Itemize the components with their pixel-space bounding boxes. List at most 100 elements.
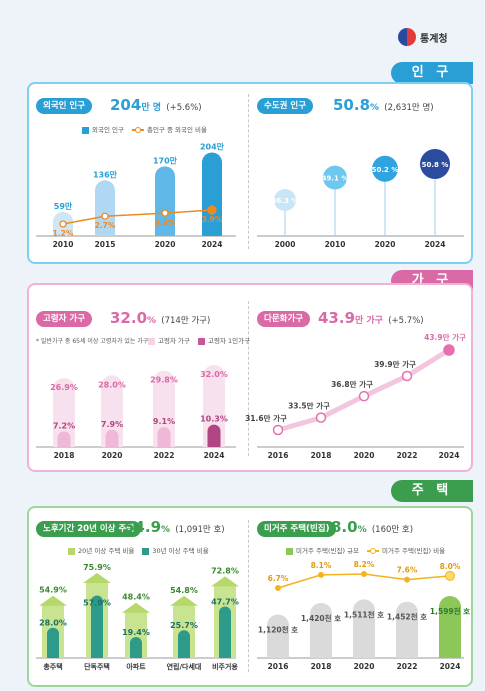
bar (439, 596, 461, 658)
foreign-pop-unit: 만 명 (141, 103, 162, 113)
bar-label: 170만 (153, 155, 178, 165)
bar (353, 599, 375, 658)
x-tick-label: 2000 (275, 240, 296, 249)
bubble-label: 50.8 % (422, 161, 449, 169)
bar-inner (57, 431, 71, 447)
old-housing-value: 54.9 (124, 518, 162, 536)
bar (95, 180, 115, 236)
elderly-headline: 32.0% (714만 가구) (110, 309, 210, 327)
bar (155, 166, 175, 236)
point-label: 43.9만 가구 (424, 332, 466, 342)
section-tag-population: 인 구 (391, 62, 473, 84)
bar-label: 29.8% (150, 376, 178, 385)
bar (202, 152, 222, 236)
bar-label: 32.0% (200, 370, 228, 379)
legend-item-bar: 외국인 인구 (82, 124, 124, 134)
line-point (361, 571, 367, 577)
line-point (358, 390, 370, 402)
old-housing-sub: (1,091만 호) (175, 525, 225, 535)
foreign-pop-value: 204 (110, 96, 142, 114)
bar-label: 59만 (54, 201, 73, 211)
line-label: 3.3% (155, 218, 176, 227)
bar-label: 75.9% (83, 563, 111, 572)
bar-label: 1,420천 호 (301, 613, 341, 623)
bar-label: 204만 (200, 141, 225, 151)
point-label: 33.5만 가구 (288, 401, 330, 411)
inner-bar (91, 595, 103, 658)
x-tick-label: 2024 (204, 451, 225, 460)
house-roof (39, 595, 67, 606)
x-tick-label: 단독주택 (84, 662, 110, 671)
inner-label: 10.3% (200, 415, 228, 424)
x-tick-label: 2022 (154, 451, 175, 460)
bubble-label: 49.1 % (322, 175, 349, 183)
old-housing-pill: 노후기간 20년 이상 주택 (36, 521, 142, 537)
x-tick-label: 2020 (354, 662, 375, 671)
x-tick-label: 2022 (397, 662, 418, 671)
legend-item-b: 30년 이상 주택 비율 (142, 545, 209, 555)
old-housing-legend: 20년 이상 주택 비율 30년 이상 주택 비율 (68, 545, 209, 555)
old-housing-unit: % (161, 525, 171, 535)
inner-label: 9.1% (153, 417, 175, 426)
line-point (443, 344, 455, 356)
inner-label: 47.7% (211, 597, 239, 606)
bubble (420, 149, 450, 179)
line-label: 1.2% (53, 229, 74, 238)
x-tick-label: 2015 (95, 240, 116, 249)
bar-label: 54.9% (39, 586, 67, 595)
multicultural-pill: 다문화가구 (257, 311, 311, 327)
inner-label: 57.9% (83, 598, 111, 607)
x-tick-label: 2024 (202, 240, 223, 249)
x-tick-label: 2020 (375, 240, 396, 249)
line-label: 2.7% (95, 221, 116, 230)
bubble (372, 155, 398, 182)
bar-label: 48.4% (122, 593, 150, 602)
elderly-note: * 일반가구 중 65세 이상 고령자가 있는 가구 (36, 338, 149, 345)
x-tick-label: 2024 (439, 451, 460, 460)
foreign-pop-headline: 204만 명 (+5.6%) (110, 96, 202, 114)
line-point (207, 205, 217, 215)
bar-label: 1,452천 호 (387, 612, 427, 622)
vacant-value: 8.0 (331, 518, 358, 536)
line-point (318, 571, 324, 578)
x-tick-label: 2018 (54, 451, 75, 460)
x-tick-label: 비주거용 (212, 662, 238, 671)
x-tick-label: 2018 (311, 662, 332, 671)
panel-divider (248, 301, 249, 456)
line-label: 6.7% (268, 574, 289, 583)
inner-bar (47, 627, 59, 658)
bar-label: 136만 (93, 169, 118, 179)
multicultural-chart: 31.6만 가구 2016 33.5만 가구 2018 36.8만 가구 2020 39.9… (245, 332, 466, 460)
foreign-pop-legend: 외국인 인구 총인구 중 외국인 비율 (82, 124, 207, 134)
bar-label: 1,599천 호 (430, 606, 470, 616)
line-point (275, 585, 281, 591)
bar-inner (157, 427, 171, 447)
vacant-chart: 1,120천 호 2016 1,420천 호 2018 1,511천 호 2020 1,45… (257, 560, 470, 671)
inner-label: 7.9% (101, 420, 123, 429)
elderly-sub: (714만 가구) (161, 316, 211, 326)
x-tick-label: 2016 (268, 662, 289, 671)
bar-inner (105, 429, 119, 447)
x-tick-label: 연립/다세대 (167, 662, 202, 671)
inner-bar (178, 630, 190, 658)
capital-area-unit: % (370, 103, 380, 113)
house-roof (122, 602, 150, 613)
old-housing-chart: 54.9% 28.0% 총주택 75.9% 57.9% 단독주택 48.4% 19.4% 아파트… (36, 563, 239, 671)
line-label: 3.9% (202, 215, 223, 224)
vacant-legend: 미거주 주택(빈집) 규모 미거주 주택(빈집) 비율 (286, 545, 445, 555)
vacant-headline: 8.0% (160만 호) (331, 518, 413, 536)
inner-bar (130, 637, 142, 658)
foreign-pop-sub: (+5.6%) (166, 103, 202, 113)
elderly-unit: % (147, 316, 157, 326)
inner-label: 19.4% (122, 628, 150, 637)
house-roof (211, 576, 239, 587)
x-tick-label: 2020 (354, 451, 375, 460)
line-point (404, 576, 410, 583)
bar-label: 72.8% (211, 566, 239, 575)
org-name: 통계청 (420, 33, 448, 45)
x-tick-label: 2018 (311, 451, 332, 460)
point-label: 39.9만 가구 (374, 359, 416, 369)
x-tick-label: 2020 (102, 451, 123, 460)
capital-area-sub: (2,631만 명) (384, 103, 434, 113)
line-point (101, 212, 109, 220)
